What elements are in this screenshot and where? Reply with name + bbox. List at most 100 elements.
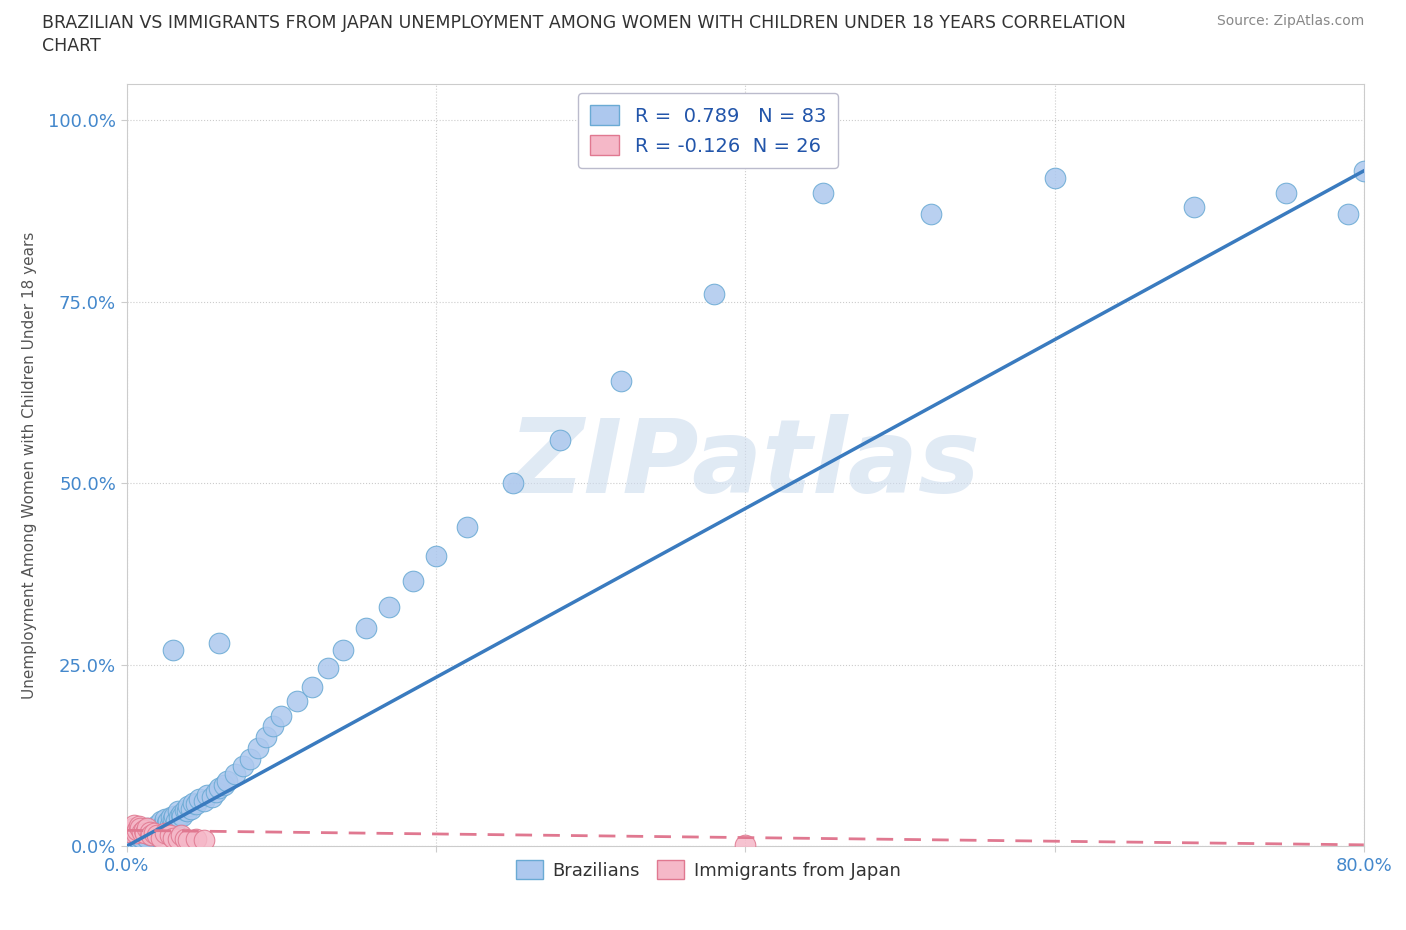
Point xyxy=(149,820,172,835)
Point xyxy=(166,831,188,846)
Point xyxy=(188,791,211,806)
Point xyxy=(193,833,215,848)
Text: BRAZILIAN VS IMMIGRANTS FROM JAPAN UNEMPLOYMENT AMONG WOMEN WITH CHILDREN UNDER : BRAZILIAN VS IMMIGRANTS FROM JAPAN UNEMP… xyxy=(42,14,1126,32)
Point xyxy=(254,730,277,745)
Point xyxy=(121,820,143,835)
Point xyxy=(201,790,224,804)
Point xyxy=(224,766,246,781)
Point xyxy=(128,831,150,846)
Point xyxy=(502,476,524,491)
Point xyxy=(285,694,308,709)
Point xyxy=(172,808,194,823)
Point xyxy=(157,814,180,829)
Point xyxy=(149,830,172,845)
Point xyxy=(811,185,834,200)
Point xyxy=(703,286,725,301)
Point xyxy=(145,824,167,839)
Point xyxy=(456,519,478,534)
Point xyxy=(162,643,184,658)
Point xyxy=(124,828,146,843)
Point xyxy=(734,837,756,852)
Point xyxy=(354,621,377,636)
Point xyxy=(153,811,177,826)
Point xyxy=(186,797,208,812)
Point xyxy=(127,823,149,838)
Point xyxy=(1182,200,1205,215)
Point xyxy=(136,826,159,841)
Point xyxy=(174,803,197,817)
Point xyxy=(332,643,354,658)
Point xyxy=(212,777,235,792)
Point xyxy=(153,826,177,841)
Point xyxy=(148,823,170,838)
Point xyxy=(166,804,188,819)
Point xyxy=(402,574,425,589)
Point xyxy=(239,751,262,766)
Point xyxy=(425,549,447,564)
Point xyxy=(131,824,153,839)
Point xyxy=(205,784,228,799)
Point xyxy=(610,374,633,389)
Point xyxy=(169,806,191,821)
Point xyxy=(125,826,148,841)
Point xyxy=(1043,171,1066,186)
Point xyxy=(920,207,942,222)
Point xyxy=(134,826,156,841)
Point xyxy=(262,719,284,734)
Point xyxy=(118,824,141,839)
Text: CHART: CHART xyxy=(42,37,101,55)
Point xyxy=(176,804,198,819)
Point xyxy=(174,831,197,846)
Point xyxy=(159,817,181,832)
Point xyxy=(135,820,157,835)
Point xyxy=(124,817,146,832)
Point xyxy=(159,828,181,843)
Point xyxy=(138,828,160,843)
Point xyxy=(162,811,184,826)
Point xyxy=(167,810,190,825)
Text: Source: ZipAtlas.com: Source: ZipAtlas.com xyxy=(1216,14,1364,28)
Point xyxy=(301,679,323,694)
Point xyxy=(128,818,150,833)
Point xyxy=(146,817,169,832)
Point xyxy=(125,833,148,848)
Point xyxy=(141,824,163,839)
Point xyxy=(153,820,177,835)
Point xyxy=(162,830,184,845)
Point xyxy=(138,823,160,838)
Point xyxy=(177,799,200,814)
Point xyxy=(193,794,215,809)
Point xyxy=(165,814,187,829)
Point xyxy=(160,810,183,825)
Point xyxy=(231,759,253,774)
Point xyxy=(138,824,160,839)
Point xyxy=(146,828,169,843)
Point xyxy=(131,824,153,839)
Point xyxy=(217,774,239,789)
Point xyxy=(548,432,571,447)
Point xyxy=(143,828,166,843)
Point xyxy=(142,826,165,841)
Point xyxy=(132,828,155,843)
Point xyxy=(120,831,142,846)
Point xyxy=(141,828,163,843)
Point xyxy=(1353,164,1375,179)
Point xyxy=(247,741,270,756)
Point xyxy=(1337,207,1360,222)
Point xyxy=(180,801,202,816)
Point xyxy=(129,820,152,835)
Point xyxy=(134,826,156,841)
Text: ZIPatlas: ZIPatlas xyxy=(509,415,981,515)
Point xyxy=(208,781,231,796)
Point xyxy=(169,828,191,843)
Point xyxy=(208,635,231,650)
Point xyxy=(132,823,155,838)
Point xyxy=(127,830,149,845)
Point xyxy=(270,708,292,723)
Point xyxy=(131,830,153,845)
Point xyxy=(135,820,157,835)
Point xyxy=(143,826,166,841)
Point xyxy=(195,788,218,803)
Point xyxy=(149,814,172,829)
Point xyxy=(152,817,174,832)
